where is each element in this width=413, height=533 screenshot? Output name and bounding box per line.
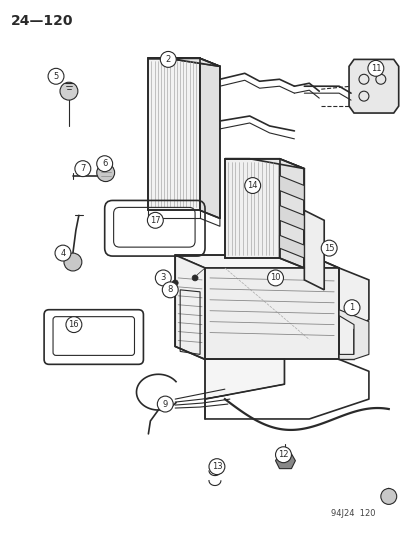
Text: 7: 7 bbox=[80, 164, 85, 173]
Polygon shape bbox=[338, 268, 368, 359]
Polygon shape bbox=[279, 159, 304, 268]
Circle shape bbox=[66, 317, 82, 333]
Polygon shape bbox=[175, 255, 338, 268]
Text: 8: 8 bbox=[167, 285, 173, 294]
Polygon shape bbox=[175, 255, 204, 359]
Text: 16: 16 bbox=[69, 320, 79, 329]
Circle shape bbox=[267, 270, 283, 286]
Text: 15: 15 bbox=[323, 244, 334, 253]
Circle shape bbox=[244, 177, 260, 193]
Polygon shape bbox=[148, 59, 199, 211]
Text: 11: 11 bbox=[370, 64, 380, 73]
Polygon shape bbox=[304, 211, 323, 290]
Polygon shape bbox=[148, 59, 219, 66]
Text: 17: 17 bbox=[150, 216, 160, 225]
Circle shape bbox=[55, 245, 71, 261]
Circle shape bbox=[380, 489, 396, 504]
Circle shape bbox=[209, 459, 224, 474]
Text: 5: 5 bbox=[53, 72, 59, 81]
Circle shape bbox=[172, 280, 178, 286]
Text: 3: 3 bbox=[160, 273, 166, 282]
Circle shape bbox=[147, 212, 163, 228]
Polygon shape bbox=[204, 359, 284, 399]
Polygon shape bbox=[148, 59, 219, 66]
Polygon shape bbox=[338, 310, 368, 359]
Circle shape bbox=[97, 164, 114, 182]
Text: 2: 2 bbox=[165, 55, 171, 64]
Text: 10: 10 bbox=[270, 273, 280, 282]
Text: 94J24  120: 94J24 120 bbox=[330, 510, 375, 518]
Polygon shape bbox=[224, 159, 279, 258]
Circle shape bbox=[162, 282, 178, 298]
Polygon shape bbox=[204, 268, 338, 359]
Circle shape bbox=[155, 270, 171, 286]
Circle shape bbox=[160, 52, 176, 67]
Polygon shape bbox=[199, 59, 219, 219]
Text: 24—120: 24—120 bbox=[11, 14, 74, 28]
Text: 14: 14 bbox=[247, 181, 257, 190]
Circle shape bbox=[367, 60, 383, 76]
Text: 6: 6 bbox=[102, 159, 107, 168]
Circle shape bbox=[60, 82, 78, 100]
Circle shape bbox=[64, 253, 82, 271]
Text: 12: 12 bbox=[278, 450, 288, 459]
Circle shape bbox=[48, 68, 64, 84]
Circle shape bbox=[192, 275, 197, 281]
Polygon shape bbox=[279, 175, 304, 200]
Circle shape bbox=[75, 161, 90, 176]
Circle shape bbox=[343, 300, 359, 316]
Text: 9: 9 bbox=[162, 400, 168, 409]
Polygon shape bbox=[279, 235, 304, 258]
Polygon shape bbox=[224, 159, 304, 168]
Text: 13: 13 bbox=[211, 462, 222, 471]
Circle shape bbox=[97, 156, 112, 172]
Polygon shape bbox=[348, 59, 398, 113]
Polygon shape bbox=[279, 205, 304, 230]
Circle shape bbox=[157, 396, 173, 412]
Text: 1: 1 bbox=[349, 303, 354, 312]
Circle shape bbox=[274, 275, 280, 281]
Circle shape bbox=[275, 447, 291, 463]
Circle shape bbox=[320, 240, 336, 256]
Polygon shape bbox=[275, 454, 295, 469]
Text: 4: 4 bbox=[60, 248, 65, 257]
